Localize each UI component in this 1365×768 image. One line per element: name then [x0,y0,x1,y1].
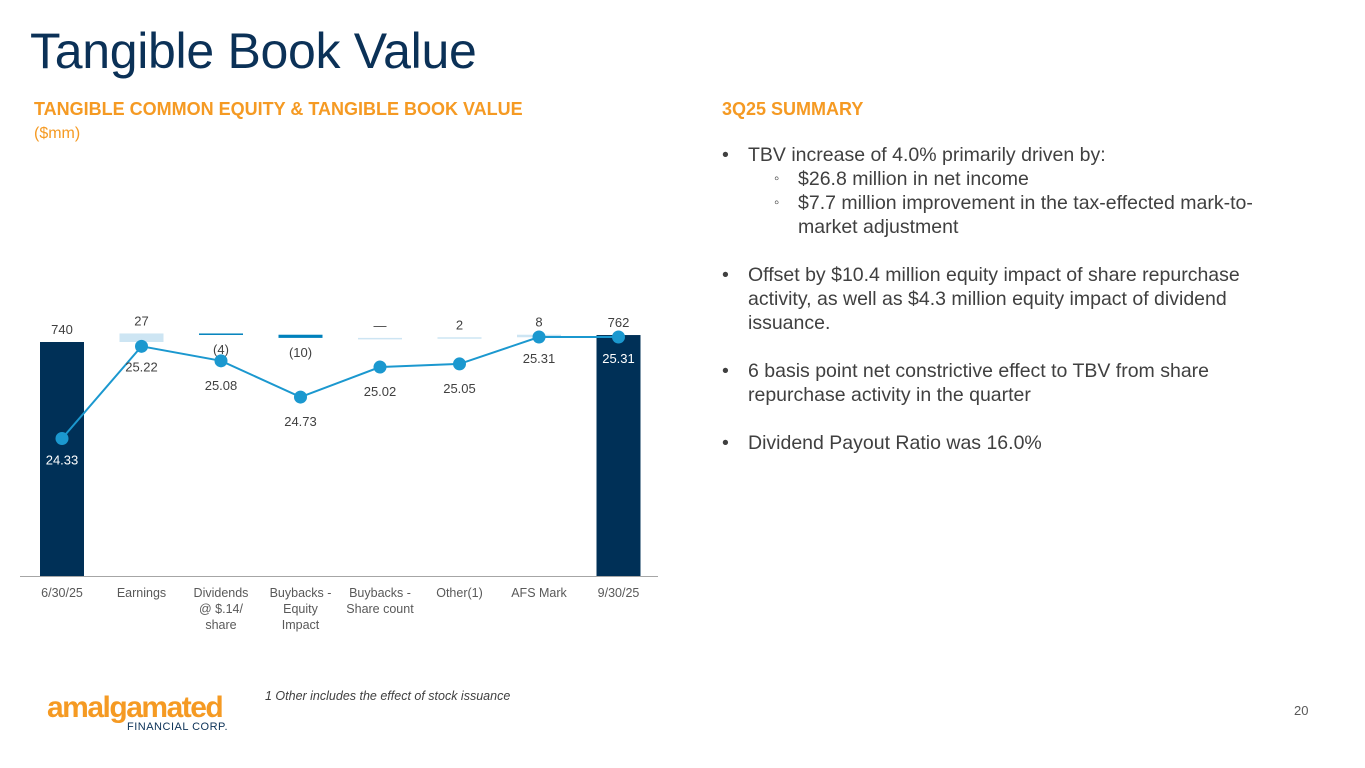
summary-bullet: • Dividend Payout Ratio was 16.0% [722,431,1302,455]
bar-value-label: 762 [608,315,630,330]
bullet-dot-icon: • [722,360,729,382]
summary-bullet-text: Offset by $10.4 million equity impact of… [748,264,1240,334]
company-logo: amalgamated FINANCIAL CORP. [47,691,228,734]
x-tick-label: AFS Mark [511,586,567,600]
tbv-point-label: 24.33 [46,453,79,468]
summary-bullet-text: Dividend Payout Ratio was 16.0% [748,432,1042,454]
summary-bullet-text: TBV increase of 4.0% primarily driven by… [748,144,1106,166]
bar-8 [596,335,641,576]
bullet-dot-icon: • [722,264,729,286]
summary-bullet: • Offset by $10.4 million equity impact … [722,263,1302,335]
waterfall-chart: 740 27 (4) (10) — 2 8 762 6/30/25 Earnings Dividen… [20,313,658,632]
summary-sub-bullet: ◦ $7.7 million improvement in the tax-ef… [722,191,1302,239]
bullet-dot-icon: • [722,432,729,454]
summary-bullet-text: 6 basis point net constrictive effect to… [748,360,1210,406]
chart-units: ($mm) [34,125,81,142]
tbv-point-label: 24.73 [284,414,317,429]
chart-footnote: 1 Other includes the effect of stock iss… [265,689,511,703]
x-tick-label: Buybacks -Share count [346,586,414,616]
page-number: 20 [1294,703,1309,718]
bar-3 [199,333,243,335]
bar-6 [437,337,482,339]
tbv-point-label: 25.08 [205,378,238,393]
bar-value-label: 2 [456,317,463,332]
bar-4 [278,334,323,338]
tbv-point [135,339,148,353]
x-tick-label: Earnings [117,586,166,600]
sub-bullet-circle-icon: ◦ [774,170,780,187]
logo-wordmark: amalgamated [47,691,224,724]
tbv-point [294,390,307,404]
page-title: Tangible Book Value [30,23,477,79]
sub-bullet-circle-icon: ◦ [774,194,780,211]
tbv-point [55,432,69,445]
tbv-point [373,360,387,374]
tbv-point [453,357,466,371]
tbv-point [214,354,228,368]
bar-value-label: (10) [289,345,312,360]
bar-value-label: (4) [213,342,229,357]
summary-heading: 3Q25 SUMMARY [722,99,864,119]
x-tick-label: Dividends @ $.14/share [194,586,249,632]
summary-bullet: • TBV increase of 4.0% primarily driven … [722,143,1302,239]
bar-value-label: 740 [51,322,73,337]
tbv-point-label: 25.22 [125,359,158,374]
summary-sub-bullet: ◦ $26.8 million in net income [722,167,1302,191]
tbv-point-label: 25.02 [364,384,397,399]
bar-1 [40,342,84,576]
summary-sub-text: $7.7 million improvement in the tax-effe… [798,192,1253,238]
summary-sub-text: $26.8 million in net income [798,168,1029,190]
summary-bullet: • 6 basis point net constrictive effect … [722,359,1302,407]
x-tick-label: Other(1) [436,586,483,600]
bar-value-label: 27 [134,313,148,328]
summary-list: • TBV increase of 4.0% primarily driven … [722,143,1302,479]
tbv-line [61,336,619,440]
tbv-point-label: 25.31 [523,351,556,366]
tbv-point-label: 25.05 [443,381,476,396]
tbv-point [612,330,625,344]
tbv-point [532,330,546,344]
logo-subtitle: FINANCIAL CORP. [127,721,229,733]
bar-5 [358,337,402,340]
bar-2 [119,333,164,342]
x-tick-label: 6/30/25 [41,586,83,600]
x-tick-label: Buybacks -Equity Impact [270,586,332,632]
bar-value-label: — [374,318,387,333]
tbv-point-label: 25.31 [602,351,635,366]
x-tick-label: 9/30/25 [598,586,640,600]
chart-heading: TANGIBLE COMMON EQUITY & TANGIBLE BOOK V… [34,99,523,119]
bullet-dot-icon: • [722,144,729,166]
bar-value-label: 8 [535,315,542,330]
